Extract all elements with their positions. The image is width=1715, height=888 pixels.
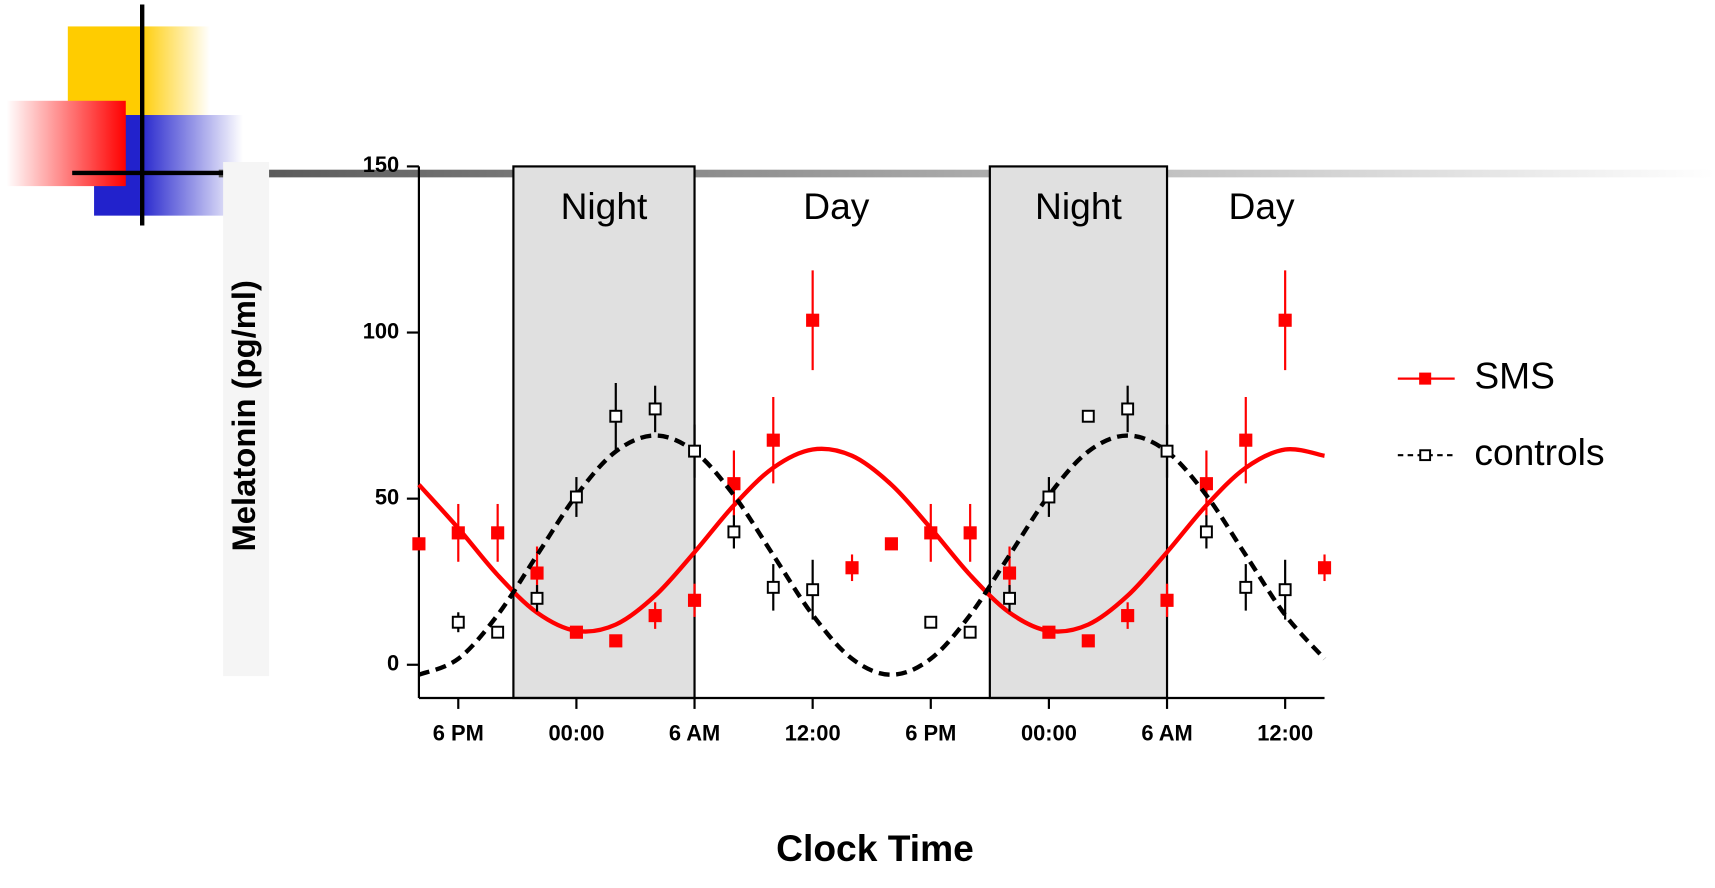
night-band [512, 165, 696, 700]
x-tick-label: 00:00 [1021, 721, 1077, 746]
point [648, 609, 662, 623]
x-tick-label: 00:00 [548, 721, 604, 746]
band-label: Day [1228, 185, 1295, 227]
point [609, 409, 623, 423]
point [1199, 525, 1213, 539]
band-label: Night [1035, 185, 1122, 227]
point [687, 593, 702, 607]
band-label: Night [561, 185, 648, 227]
point [963, 526, 977, 540]
point [766, 580, 780, 594]
point [569, 625, 583, 639]
y-label-box [223, 162, 270, 677]
x-tick-label: 12:00 [1257, 721, 1313, 746]
point [648, 402, 662, 416]
point [569, 490, 583, 504]
point [451, 615, 465, 629]
point [1239, 433, 1253, 447]
point [491, 526, 505, 540]
x-tick-label: 6 AM [669, 721, 720, 746]
point [451, 526, 465, 540]
point [491, 625, 505, 639]
y-axis-label: Melatonin (pg/ml) [225, 280, 262, 551]
point [530, 566, 544, 580]
point [1042, 625, 1056, 639]
y-tick-label: 100 [363, 318, 399, 343]
y-tick-label: 0 [387, 651, 399, 676]
x-tick-label: 6 PM [905, 721, 956, 746]
point [963, 625, 977, 639]
x-axis-label: Clock Time [776, 827, 974, 869]
legend-marker [1419, 372, 1432, 385]
point [1002, 566, 1017, 580]
point [412, 537, 426, 551]
point [727, 477, 741, 491]
point [1081, 634, 1095, 648]
y-tick-label: 150 [363, 152, 399, 177]
point [1317, 561, 1332, 575]
point [1160, 593, 1174, 607]
point [884, 537, 898, 551]
x-tick-label: 6 PM [433, 721, 484, 746]
point [924, 526, 938, 540]
point [1003, 591, 1016, 605]
point [1121, 609, 1135, 623]
x-tick-label: 6 AM [1141, 721, 1192, 746]
point [727, 525, 741, 539]
x-tick-label: 12:00 [785, 721, 841, 746]
point [530, 591, 544, 605]
point [1278, 583, 1292, 597]
point [924, 615, 938, 629]
y-tick-label: 50 [375, 484, 399, 509]
point [688, 444, 701, 458]
point [845, 561, 859, 575]
point [1121, 402, 1135, 416]
legend-label: SMS [1474, 354, 1555, 396]
point [1042, 490, 1056, 504]
point [1081, 409, 1095, 423]
point [1199, 477, 1213, 491]
night-band [988, 165, 1169, 700]
point [806, 313, 820, 327]
band-label: Day [803, 185, 870, 227]
legend-marker [1419, 449, 1432, 462]
point [766, 433, 780, 447]
point [806, 583, 820, 597]
point [1160, 444, 1174, 458]
point [1239, 580, 1253, 594]
point [1278, 313, 1292, 327]
point [609, 634, 623, 648]
slide-decoration [6, 4, 1715, 226]
legend-label: controls [1474, 431, 1604, 473]
